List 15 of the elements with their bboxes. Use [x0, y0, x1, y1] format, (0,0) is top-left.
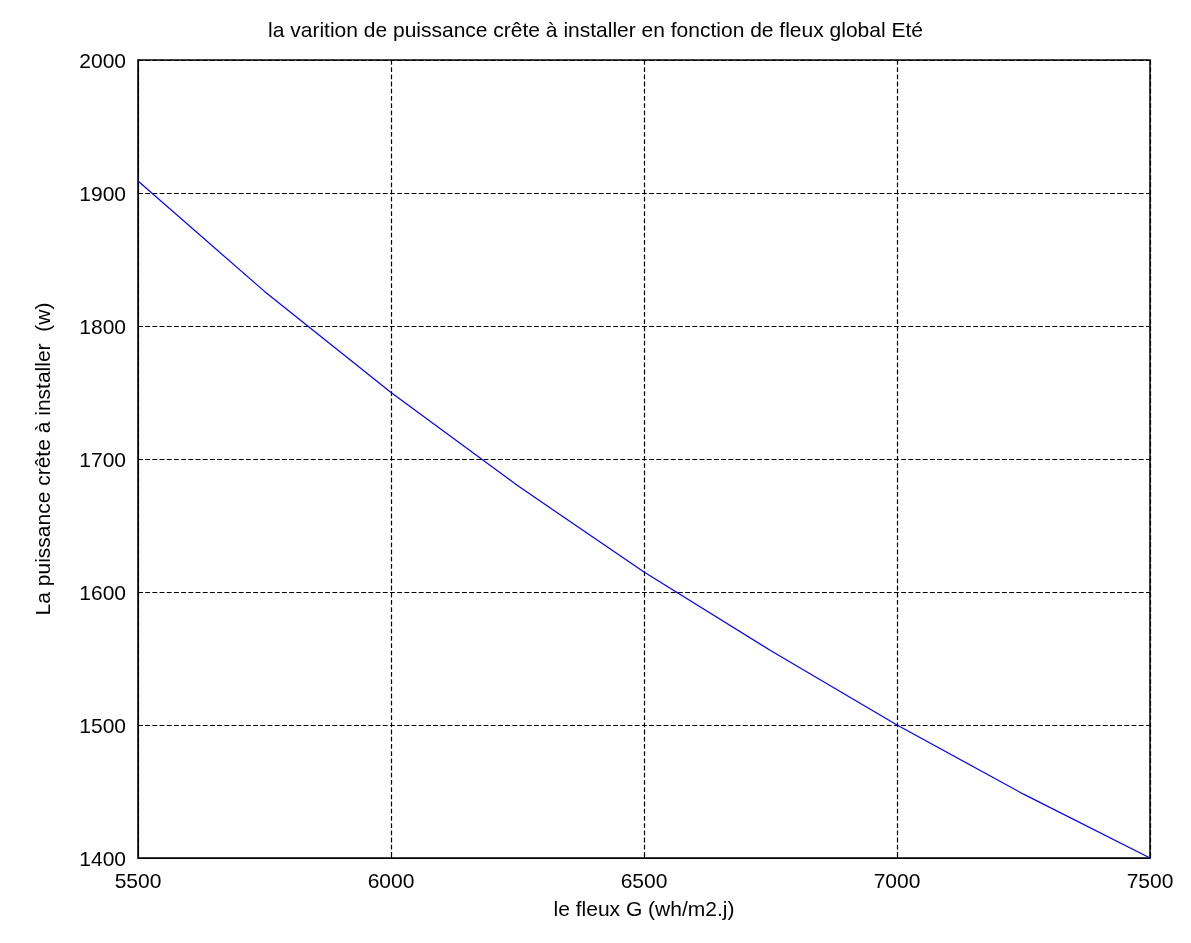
y-tick-label: 1700: [79, 447, 126, 471]
y-tick-label: 1400: [79, 846, 126, 870]
y-tick-label: 2000: [79, 48, 126, 72]
y-tick-label: 1800: [79, 314, 126, 338]
x-tick-label: 6000: [367, 869, 415, 892]
y-tick-label: 1600: [79, 580, 126, 604]
x-tick-label: 7000: [873, 869, 921, 892]
x-axis-title: le fleux G (wh/m2.j): [553, 897, 735, 920]
x-tick-label: 5500: [114, 869, 162, 892]
x-tick-label: 6500: [620, 869, 668, 892]
y-tick-label: 1500: [79, 713, 126, 737]
x-tick-label: 7500: [1126, 869, 1174, 892]
y-tick-label: 1900: [79, 181, 126, 205]
chart-title: la varition de puissance crête à installer en fonction de fleux global Eté: [268, 18, 923, 41]
y-axis-title: La puissance crête à installer (w): [31, 302, 54, 616]
